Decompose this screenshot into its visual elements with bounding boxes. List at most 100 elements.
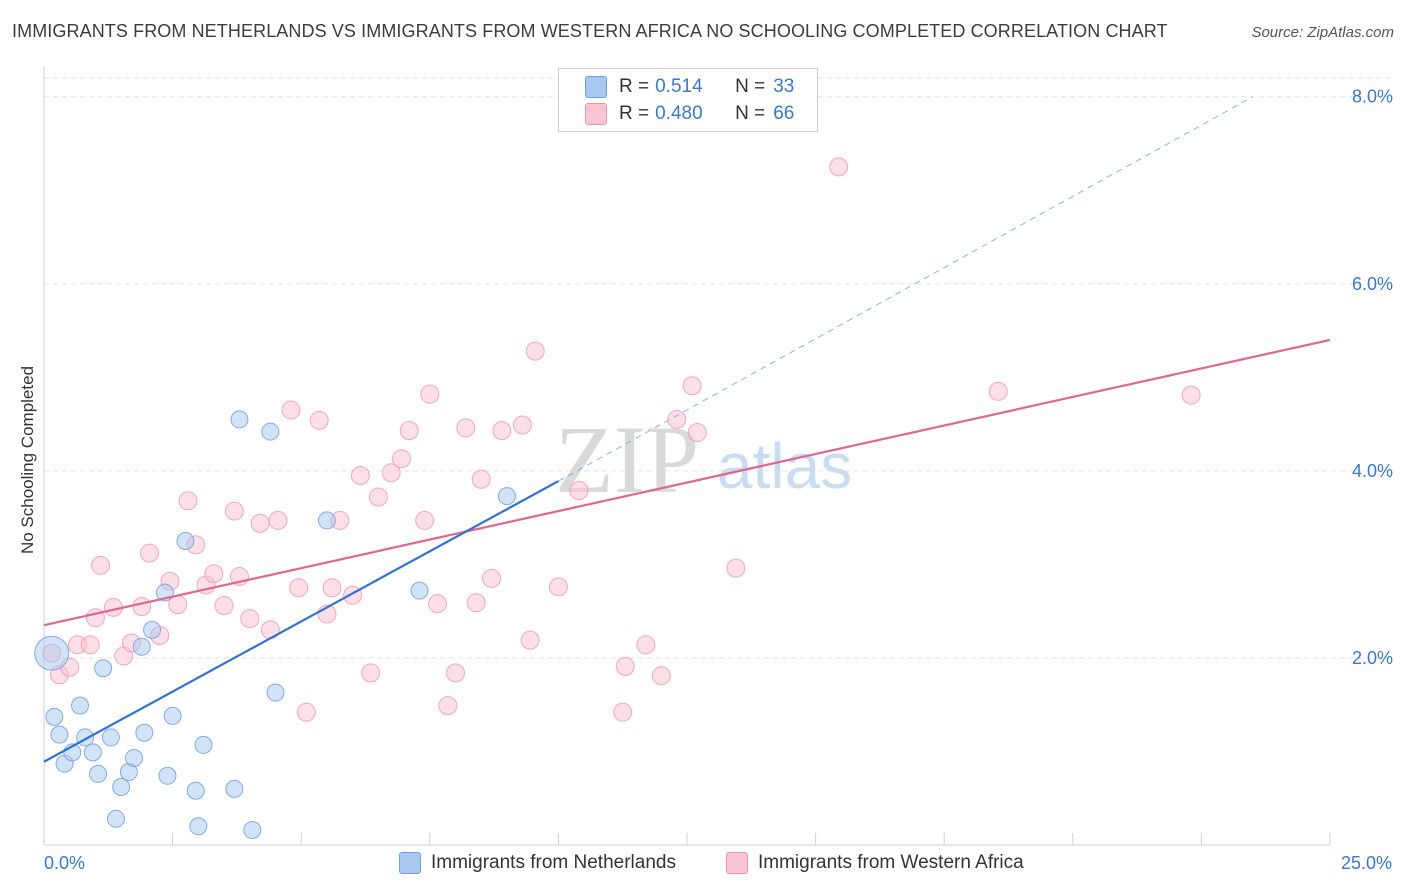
- data-point-western-africa: [520, 630, 540, 650]
- data-point-netherlands: [107, 809, 126, 828]
- data-point-western-africa: [615, 656, 635, 676]
- data-point-western-africa: [399, 421, 419, 441]
- x-tick-label: 25.0%: [1341, 853, 1392, 873]
- data-point-netherlands: [261, 422, 280, 441]
- data-point-western-africa: [224, 501, 244, 521]
- data-point-western-africa: [260, 620, 280, 640]
- data-point-netherlands: [266, 683, 285, 702]
- legend-r-value: 0.514: [655, 76, 703, 97]
- data-point-western-africa: [322, 578, 342, 598]
- data-point-netherlands: [143, 620, 162, 639]
- data-point-netherlands: [94, 659, 113, 678]
- data-point-netherlands: [225, 779, 244, 798]
- data-point-netherlands: [163, 706, 182, 725]
- legend-n-value: 33: [773, 76, 795, 97]
- data-point-western-africa: [178, 491, 198, 511]
- data-point-western-africa: [240, 609, 260, 629]
- data-point-netherlands: [83, 743, 102, 762]
- data-point-western-africa: [682, 376, 702, 396]
- data-point-western-africa: [214, 596, 234, 616]
- correlation-legend: R = 0.514 N = 33 R = 0.480 N = 66: [558, 68, 818, 132]
- legend-n-label: N =: [735, 76, 766, 97]
- data-point-netherlands: [158, 766, 177, 785]
- data-point-netherlands: [101, 728, 120, 747]
- trend-lines: [43, 96, 1331, 763]
- data-point-western-africa: [250, 513, 270, 533]
- data-point-western-africa: [132, 596, 152, 616]
- data-point-western-africa: [548, 577, 568, 597]
- data-point-western-africa: [368, 487, 388, 507]
- legend-swatch-western-africa: [585, 103, 607, 125]
- series-legend: Immigrants from Netherlands Immigrants f…: [0, 852, 1406, 878]
- y-tick-label: 4.0%: [1352, 461, 1393, 481]
- data-point-western-africa: [350, 466, 370, 486]
- legend-r-label: R =: [619, 103, 650, 124]
- data-point-netherlands: [112, 778, 131, 797]
- data-point-netherlands: [243, 821, 262, 840]
- data-point-western-africa: [139, 543, 159, 563]
- legend-row-western-africa: R = 0.480 N = 66: [585, 101, 794, 127]
- data-point-western-africa: [482, 568, 502, 588]
- legend-label-western-africa: Immigrants from Western Africa: [758, 852, 1024, 873]
- data-point-western-africa: [988, 381, 1008, 401]
- data-point-netherlands: [45, 707, 64, 726]
- legend-item-western-africa: Immigrants from Western Africa: [726, 852, 1024, 874]
- legend-item-netherlands: Immigrants from Netherlands: [399, 852, 676, 874]
- watermark: ZIP atlas: [555, 406, 852, 513]
- data-point-western-africa: [438, 696, 458, 716]
- data-point-western-africa: [415, 510, 435, 530]
- data-point-netherlands: [71, 696, 90, 715]
- data-point-western-africa: [392, 449, 412, 469]
- legend-swatch-western-africa: [726, 852, 748, 874]
- trend-line-netherlands-extension: [558, 96, 1254, 482]
- data-point-western-africa: [296, 702, 316, 722]
- data-point-netherlands: [186, 781, 205, 800]
- data-point-western-africa: [309, 410, 329, 430]
- data-point-netherlands: [125, 749, 144, 768]
- data-point-netherlands: [132, 637, 151, 656]
- data-point-netherlands: [50, 725, 69, 744]
- data-point-western-africa: [268, 510, 288, 530]
- y-axis-label: No Schooling Completed: [18, 365, 37, 555]
- y-axis-label-wrap: No Schooling Completed: [14, 300, 42, 620]
- data-point-western-africa: [80, 635, 100, 655]
- trend-line-netherlands: [43, 480, 559, 763]
- data-point-western-africa: [281, 400, 301, 420]
- data-point-western-africa: [613, 702, 633, 722]
- data-point-western-africa: [1181, 385, 1201, 405]
- legend-n-label: N =: [735, 103, 766, 124]
- chart-title: IMMIGRANTS FROM NETHERLANDS VS IMMIGRANT…: [12, 21, 1168, 41]
- data-point-western-africa: [456, 418, 476, 438]
- data-point-western-africa: [446, 663, 466, 683]
- data-point-western-africa: [651, 666, 671, 686]
- tick-labels: 2.0% 4.0% 6.0% 8.0% 0.0% 25.0%: [44, 87, 1393, 873]
- data-point-western-africa: [420, 384, 440, 404]
- trend-line-western-africa: [43, 338, 1331, 627]
- data-point-netherlands: [89, 764, 108, 783]
- data-point-western-africa: [289, 578, 309, 598]
- data-point-western-africa: [512, 415, 532, 435]
- data-point-netherlands: [135, 723, 154, 742]
- y-tick-label: 2.0%: [1352, 648, 1393, 668]
- legend-n-value: 66: [773, 103, 795, 124]
- data-point-western-africa: [667, 409, 687, 429]
- data-point-netherlands: [317, 511, 336, 530]
- data-point-netherlands: [176, 532, 195, 551]
- data-point-western-africa: [636, 635, 656, 655]
- y-tick-label: 8.0%: [1352, 87, 1393, 107]
- data-point-western-africa: [466, 593, 486, 613]
- data-point-western-africa: [569, 480, 589, 500]
- data-point-netherlands: [189, 817, 208, 836]
- data-point-western-africa: [381, 463, 401, 483]
- x-tick-label: 0.0%: [44, 853, 85, 873]
- data-point-netherlands-large: [34, 635, 70, 671]
- legend-swatch-netherlands: [585, 76, 607, 98]
- data-point-netherlands: [410, 581, 429, 600]
- data-point-western-africa: [204, 564, 224, 584]
- series-netherlands: [34, 410, 516, 840]
- data-point-western-africa: [726, 558, 746, 578]
- data-point-western-africa: [492, 421, 512, 441]
- data-point-western-africa: [687, 423, 707, 443]
- data-point-western-africa: [428, 594, 448, 614]
